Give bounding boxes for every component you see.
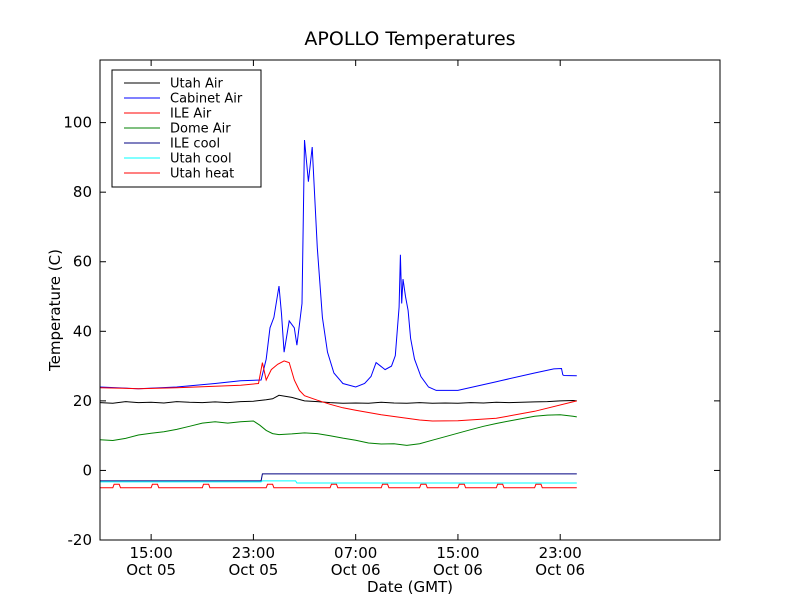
y-tick-label: 60 [73,253,92,271]
x-tick-label-date: Oct 06 [331,561,381,579]
series-layer [100,139,577,489]
y-tick-label: 80 [73,183,92,201]
legend-label-ile-air: ILE Air [170,107,212,122]
y-tick-label: 100 [63,114,92,132]
x-tick-label-date: Oct 05 [126,561,176,579]
series-line-ile-cool [100,473,577,482]
legend-label-utah-cool: Utah cool [170,152,232,167]
legend-label-cabinet-air: Cabinet Air [170,92,243,107]
x-tick-label-date: Oct 05 [229,561,279,579]
legend-label-utah-air: Utah Air [170,77,223,92]
series-line-dome-air [100,414,577,446]
x-tick-label-date: Oct 06 [433,561,483,579]
series-line-utah-heat [100,483,577,489]
legend-label-dome-air: Dome Air [170,122,231,137]
series-line-utah-air [100,394,577,404]
x-tick-label-time: 15:00 [436,544,479,562]
y-axis-label: Temperature (C) [46,249,64,372]
legend-label-ile-cool: ILE cool [170,137,220,152]
series-line-ile-air [100,360,577,422]
y-tick-label: 40 [73,322,92,340]
series-line-cabinet-air [100,139,577,391]
legend-label-utah-heat: Utah heat [170,167,234,182]
x-tick-label-date: Oct 06 [535,561,585,579]
x-axis-label: Date (GMT) [367,578,453,596]
x-tick-label-time: 23:00 [539,544,582,562]
plot-frame [99,59,721,541]
y-tick-label: 20 [73,392,92,410]
x-tick-label-time: 23:00 [232,544,275,562]
y-tick-label: -20 [68,531,93,549]
series-line-utah-cool [100,480,577,484]
chart-title: APOLLO Temperatures [304,28,515,50]
y-tick-label: 0 [82,461,92,479]
x-tick-label-time: 15:00 [130,544,173,562]
x-tick-label-time: 07:00 [334,544,377,562]
